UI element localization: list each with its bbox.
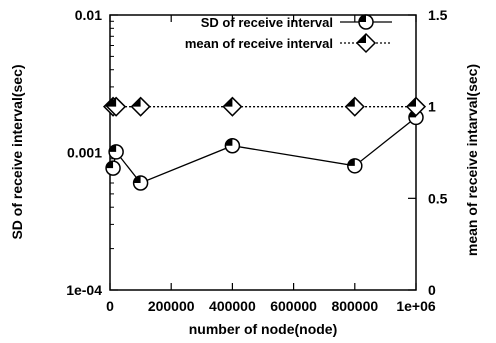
tick-labels: 0 200000 400000 600000 800000 1e+06 1e-04 0.001… [66,7,447,314]
data-point [105,160,121,176]
data-point [405,96,427,117]
series-layer [102,96,427,191]
marker-fill [223,97,233,107]
data-point [222,96,243,117]
x-tick-label: 0 [106,298,114,314]
marker-fill [357,34,366,43]
marker-fill [106,161,114,169]
right-y-axis-label: mean of receive intarval(sec) [464,64,480,256]
legend-label: mean of receive interval [185,36,333,51]
marker-fill [359,15,366,22]
right-tick-label: 1 [428,99,436,115]
tick-marks [109,14,417,291]
legend-label: SD of receive interval [201,15,333,30]
x-tick-label: 1e+06 [396,298,436,314]
left-y-axis-label: SD of receive interval(sec) [9,64,25,239]
plot-frame [109,14,417,291]
x-tick-label: 200000 [148,298,195,314]
data-point [108,144,124,160]
marker-fill [225,138,233,146]
data-point [224,137,241,154]
series-1 [105,109,424,191]
legend: SD of receive interval mean of receive in… [185,14,392,54]
data-point [347,158,363,174]
data-point [106,96,127,117]
marker-fill [133,176,141,184]
series-2 [102,96,427,117]
marker-fill [345,97,355,107]
left-tick-label: 1e-04 [66,282,102,298]
data-point [132,175,149,191]
right-tick-label: 0 [428,282,436,298]
legend-marker [358,14,374,30]
right-tick-label: 1.5 [428,7,448,23]
data-point [130,96,151,117]
x-tick-label: 600000 [270,298,317,314]
legend-marker [355,32,377,54]
x-tick-label: 800000 [331,298,378,314]
data-point [344,96,365,117]
left-tick-label: 0.01 [75,7,102,23]
x-axis-label: number of node(node) [189,321,338,337]
right-tick-label: 0.5 [428,190,448,206]
x-tick-label: 400000 [209,298,256,314]
marker-fill [107,97,117,107]
marker-fill [347,158,355,166]
series-line [112,116,417,184]
marker-fill [407,97,416,107]
marker-fill [131,97,141,107]
left-tick-label: 0.001 [67,145,102,161]
marker-fill [109,144,117,152]
